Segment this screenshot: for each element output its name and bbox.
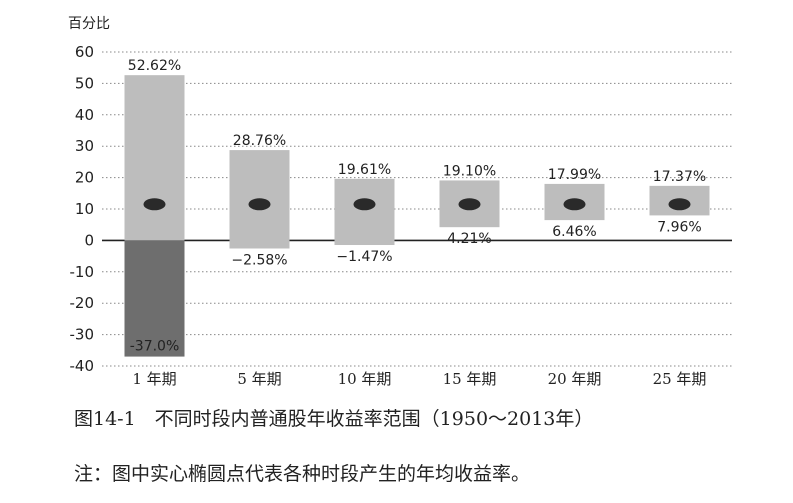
high-label: 28.76% [233,133,286,149]
bar-range-positive [124,75,185,241]
figure-note: 注：图中实心椭圆点代表各种时段产生的年均收益率。 [74,463,531,485]
low-label: −2.58% [231,253,287,269]
category-label: 1 年期 [132,370,176,388]
grid [102,51,732,367]
y-tick-label: 20 [75,169,94,187]
category-label: 5 年期 [237,370,281,388]
y-tick-label: 10 [75,200,94,218]
high-label: 17.37% [653,169,706,185]
category-label: 15 年期 [443,370,497,388]
category-label: 20 年期 [548,370,602,388]
low-label: 7.96% [657,219,701,235]
average-dot [668,198,691,211]
y-tick-label: -40 [70,357,95,375]
y-axis-label: 百分比 [68,16,110,32]
y-tick-label: 50 [75,74,94,92]
y-ticks: 60 50 40 30 20 10 0 -10 -20 -30 -40 [70,43,95,375]
bar-range [334,178,395,246]
y-tick-label: -30 [70,326,95,344]
low-label: 4.21% [447,231,491,247]
high-label: 52.62% [128,58,181,74]
bars [124,75,710,357]
y-tick-label: 30 [75,137,94,155]
category-label: 10 年期 [338,370,392,388]
high-label: 17.99% [548,167,601,183]
category-label: 25 年期 [653,370,707,388]
high-label: 19.61% [338,162,391,178]
y-tick-label: -20 [70,294,95,312]
average-dot [458,198,481,211]
y-tick-label: 40 [75,106,94,124]
high-label: 19.10% [443,163,496,179]
y-tick-label: 0 [84,231,94,249]
average-dot [353,198,376,211]
figure-caption: 图14-1 不同时段内普通股年收益率范围（1950～2013年） [74,408,594,430]
average-dot [563,198,586,211]
y-tick-label: -10 [70,263,95,281]
bar-range-negative [124,240,185,357]
y-tick-label: 60 [75,43,94,61]
chart: 百分比 60 50 40 30 20 10 0 -10 -20 -30 -40 52.62% -37.… [68,16,732,388]
category-labels: 1 年期 5 年期 10 年期 15 年期 20 年期 25 年期 [132,370,706,388]
low-label: 6.46% [552,224,596,240]
low-label: −1.47% [336,249,392,265]
average-dot [248,198,271,211]
data-labels: 52.62% -37.0% 28.76% −2.58% 19.61% −1.47% 19.1… [128,58,706,354]
average-dot [143,198,166,211]
low-label: -37.0% [130,339,180,355]
